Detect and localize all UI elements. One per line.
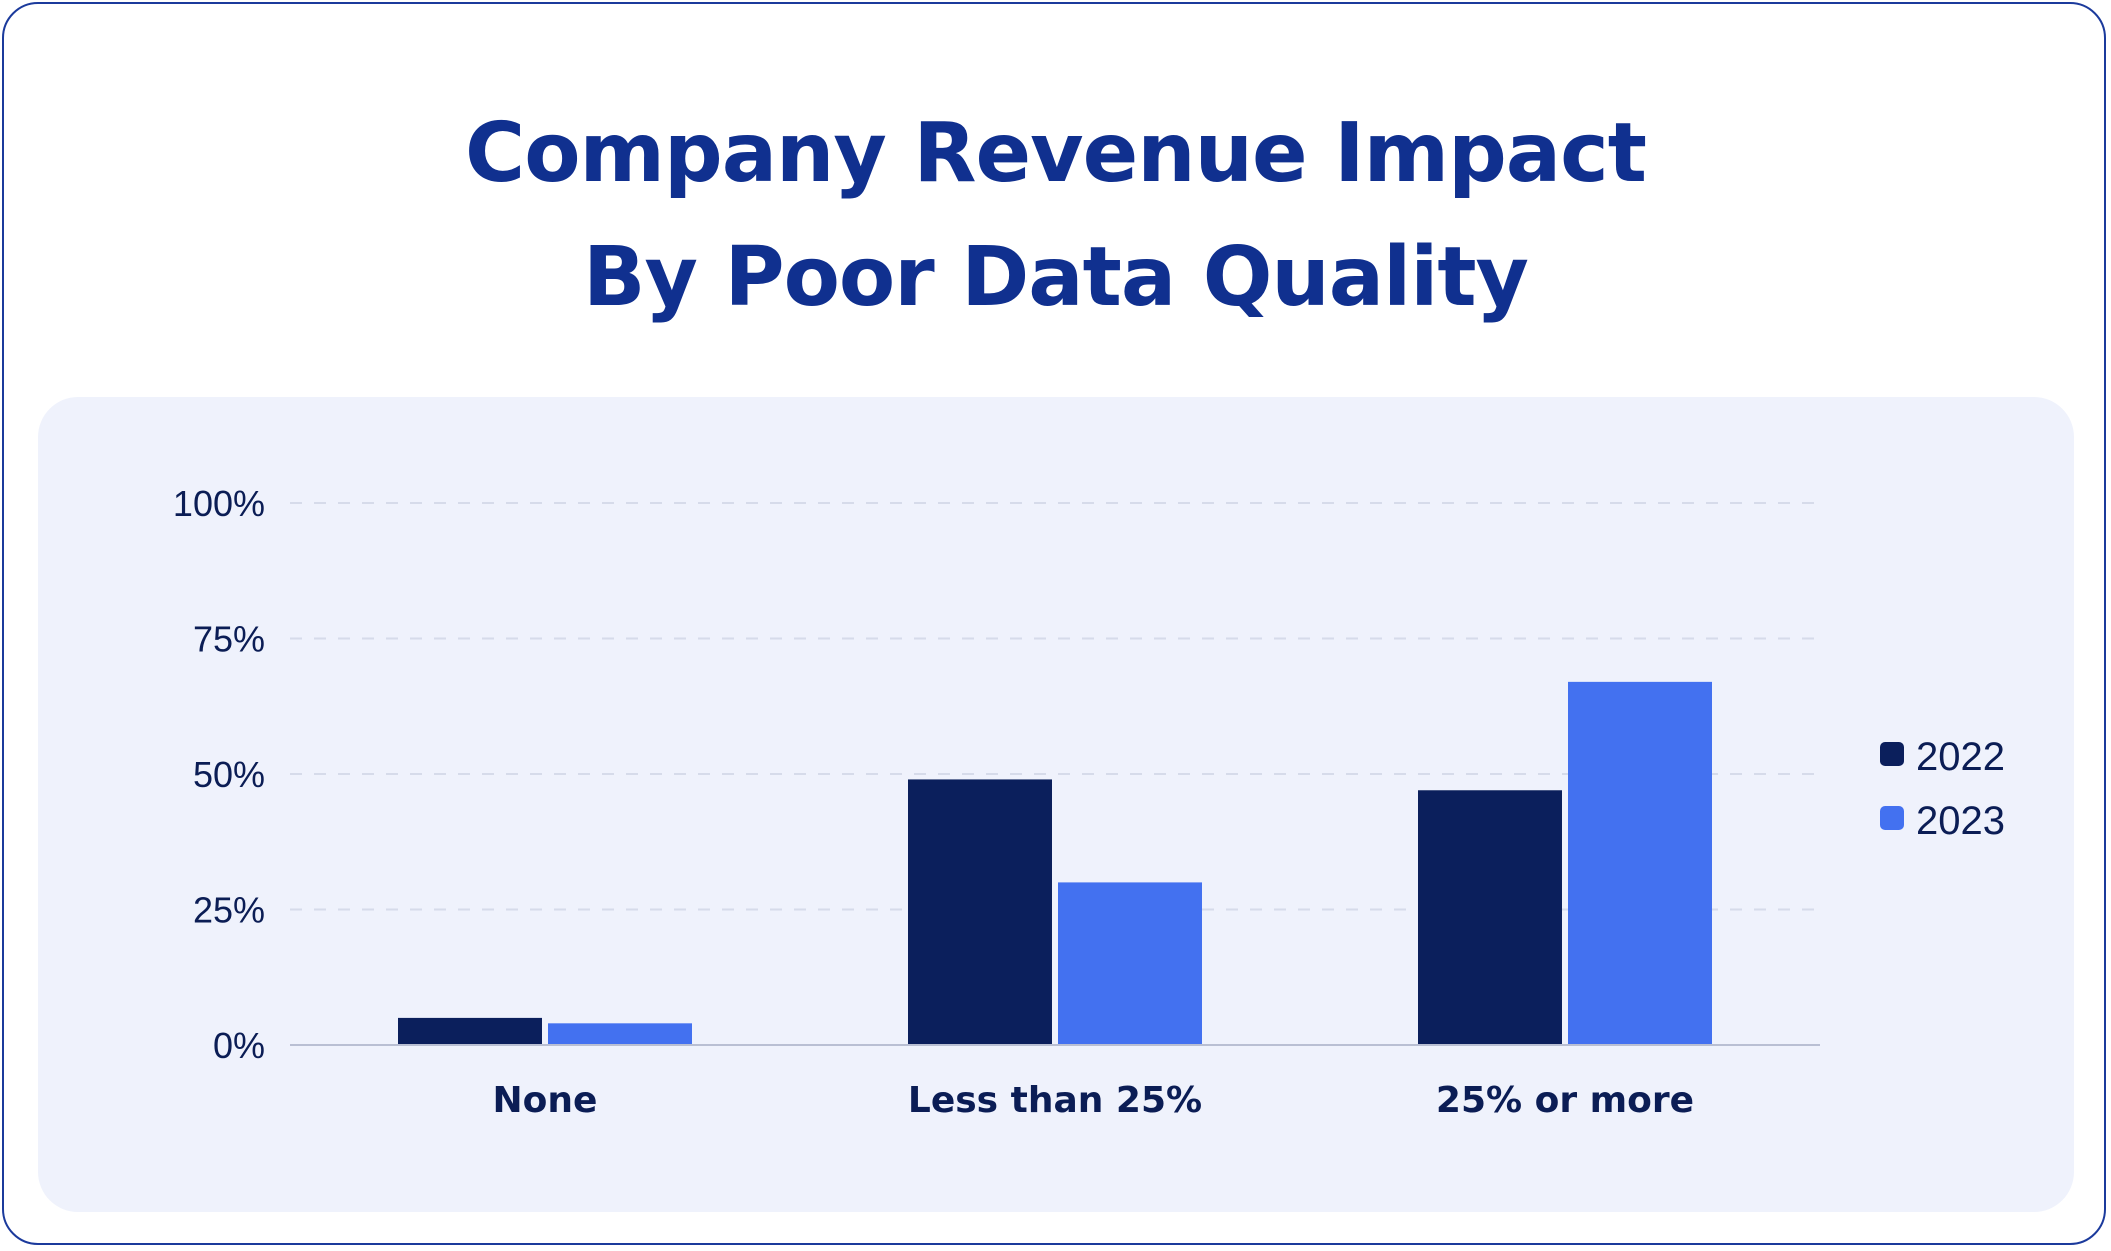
bar-2022-2: [908, 779, 1052, 1045]
legend-label: 2023: [1916, 799, 2005, 843]
chart-title: Company Revenue Impact By Poor Data Qual…: [0, 92, 2111, 340]
legend: 2022 2023: [1880, 735, 2005, 843]
y-tick-label: 100%: [173, 483, 265, 524]
bar-2022-1: [398, 1017, 542, 1045]
chart-title-line-1: Company Revenue Impact: [465, 106, 1647, 201]
bar-2023-3: [1568, 681, 1712, 1045]
bar-2023-2: [1058, 882, 1202, 1045]
bar-2023-1: [548, 1023, 692, 1045]
y-axis-ticks: 0% 25% 50% 75% 100%: [173, 483, 265, 1066]
x-axis-ticks: None Less than 25% 25% or more: [493, 1080, 1695, 1121]
gridlines: [290, 502, 1820, 911]
y-tick-label: 25%: [193, 890, 265, 931]
legend-swatch: [1880, 742, 1904, 766]
y-tick-label: 50%: [193, 754, 265, 795]
chart-title-line-2: By Poor Data Quality: [582, 230, 1529, 325]
bar-2022-3: [1418, 790, 1562, 1045]
legend-label: 2022: [1916, 735, 2005, 779]
x-tick-label: None: [493, 1080, 598, 1121]
legend-swatch: [1880, 806, 1904, 830]
x-tick-label: Less than 25%: [908, 1080, 1202, 1121]
chart-panel: [38, 397, 2074, 1212]
x-tick-label: 25% or more: [1436, 1080, 1694, 1121]
y-tick-label: 0%: [213, 1025, 265, 1066]
bars: [398, 681, 1712, 1045]
y-tick-label: 75%: [193, 619, 265, 660]
